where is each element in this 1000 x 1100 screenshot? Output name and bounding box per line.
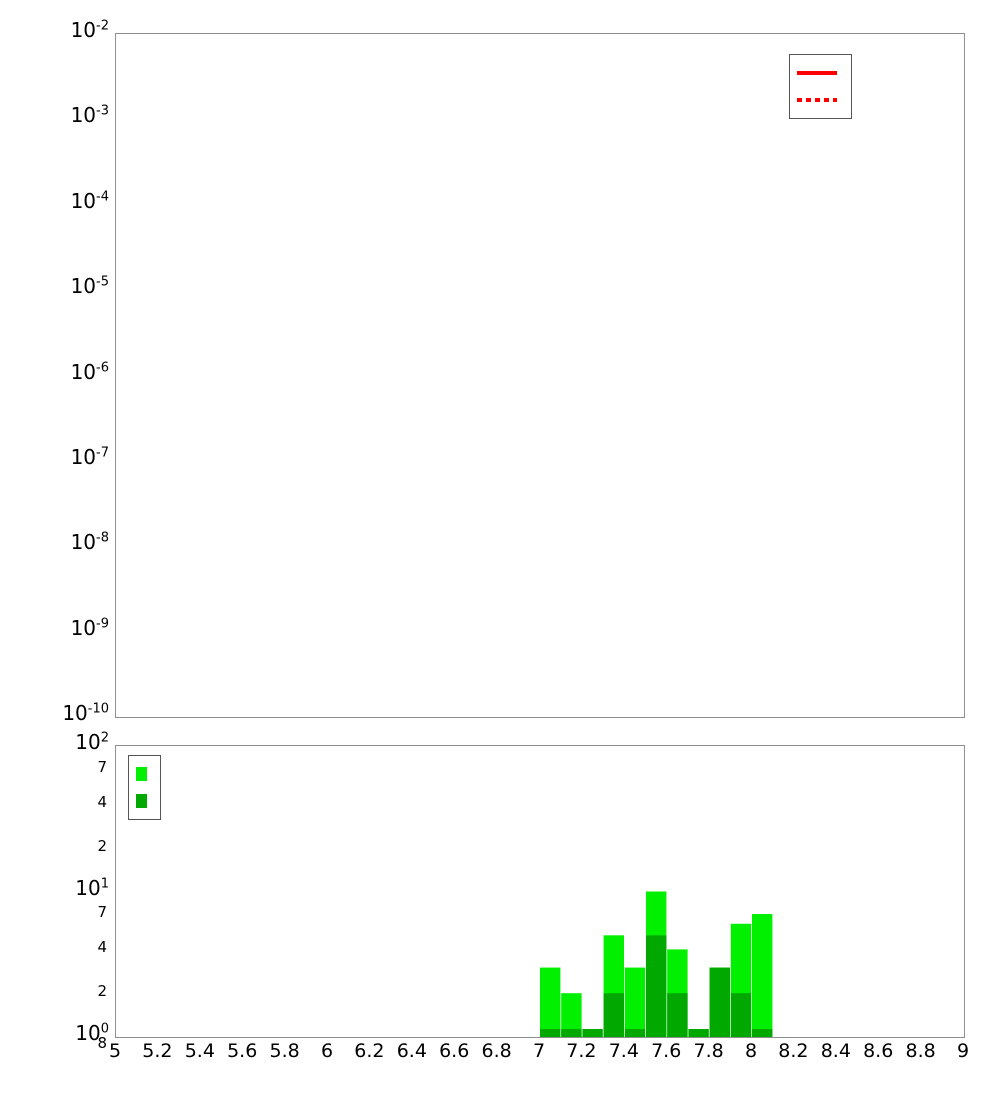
top-y-tick-1e-2: 10-2 xyxy=(70,18,109,42)
x-tick-6.6: 6.6 xyxy=(439,1040,470,1062)
bottom-legend[interactable] xyxy=(128,755,161,820)
top-y-tick-1e-6: 10-6 xyxy=(70,359,109,384)
bar-available-8.0 xyxy=(752,914,773,1037)
legend-item-nucleation[interactable] xyxy=(797,86,844,113)
available-ruptures-swatch-icon xyxy=(136,766,147,781)
bottom-y-tick-1e0: 100 xyxy=(75,1021,109,1045)
legend-item-available-ruptures[interactable] xyxy=(136,760,153,787)
top-y-tick-1e-10: 10-10 xyxy=(62,701,109,725)
bottom-y-tick-1e1: 101 xyxy=(75,875,109,900)
bar-utilized-7.4 xyxy=(624,1029,646,1037)
bar-utilized-7.0 xyxy=(540,1029,561,1037)
bar-utilized-7.9 xyxy=(730,993,752,1037)
bar-available-7.4 xyxy=(624,967,646,1037)
bar-utilized-8.0 xyxy=(752,1029,773,1037)
x-tick-6.4: 6.4 xyxy=(396,1040,427,1062)
x-tick-7.6: 7.6 xyxy=(651,1040,682,1062)
bar-utilized-7.8 xyxy=(709,967,730,1037)
bar-utilized-7.1 xyxy=(561,1029,582,1037)
bottom-y-tick-1e2: 102 xyxy=(75,730,109,754)
x-tick-8.8: 8.8 xyxy=(905,1040,936,1062)
bottom-y-minor-tick-20: 2 xyxy=(97,836,107,855)
bar-utilized-7.6 xyxy=(667,993,688,1037)
x-tick-9: 9 xyxy=(956,1040,970,1062)
bottom-y-minor-tick-2: 2 xyxy=(97,982,107,1001)
bottom-y-minor-tick-8: 8 xyxy=(97,1034,107,1052)
cumulative-rate-plot xyxy=(115,33,965,718)
legend-item-participation[interactable] xyxy=(797,59,844,86)
legend-item-utilized-ruptures[interactable] xyxy=(136,787,153,814)
x-tick-5: 5 xyxy=(108,1040,122,1062)
bar-available-7.1 xyxy=(561,993,582,1037)
utilized-ruptures-swatch-icon xyxy=(136,793,147,808)
x-tick-7.4: 7.4 xyxy=(608,1040,639,1062)
bottom-y-minor-tick-70: 7 xyxy=(97,757,107,776)
bar-utilized-7.5 xyxy=(646,935,667,1037)
bottom-y-minor-tick-7: 7 xyxy=(97,903,107,922)
x-tick-5.6: 5.6 xyxy=(227,1040,258,1062)
top-y-tick-1e-5: 10-5 xyxy=(70,274,109,299)
top-y-tick-1e-8: 10-8 xyxy=(70,530,109,555)
x-tick-7: 7 xyxy=(532,1040,546,1062)
top-y-tick-1e-7: 10-7 xyxy=(70,444,109,469)
nucleation-dotted-line-swatch-icon xyxy=(797,90,837,110)
participation-line-swatch-icon xyxy=(797,63,837,83)
bar-available-7.0 xyxy=(540,967,561,1037)
bottom-y-minor-tick-40: 4 xyxy=(97,792,107,811)
top-y-tick-1e-9: 10-9 xyxy=(70,615,109,640)
cumulative-rate-svg xyxy=(116,34,964,717)
x-tick-8.2: 8.2 xyxy=(778,1040,809,1062)
x-tick-8.4: 8.4 xyxy=(820,1040,851,1062)
x-tick-5.8: 5.8 xyxy=(269,1040,300,1062)
x-tick-7.2: 7.2 xyxy=(566,1040,597,1062)
x-tick-7.8: 7.8 xyxy=(693,1040,724,1062)
bar-utilized-7.7 xyxy=(688,1029,709,1037)
x-tick-5.4: 5.4 xyxy=(184,1040,215,1062)
bar-utilized-7.2 xyxy=(582,1029,603,1037)
x-tick-6: 6 xyxy=(320,1040,334,1062)
rupture-count-svg xyxy=(540,891,773,1037)
x-tick-8.6: 8.6 xyxy=(863,1040,894,1062)
x-tick-8: 8 xyxy=(744,1040,758,1062)
bar-utilized-7.3 xyxy=(603,993,624,1037)
top-legend[interactable] xyxy=(789,54,852,119)
x-tick-6.2: 6.2 xyxy=(354,1040,385,1062)
top-y-tick-1e-3: 10-3 xyxy=(70,103,109,128)
top-y-tick-1e-4: 10-4 xyxy=(70,188,109,213)
x-tick-5.2: 5.2 xyxy=(142,1040,173,1062)
bottom-y-minor-tick-4: 4 xyxy=(97,938,107,957)
rupture-count-plot xyxy=(115,745,965,1038)
x-tick-6.8: 6.8 xyxy=(481,1040,512,1062)
